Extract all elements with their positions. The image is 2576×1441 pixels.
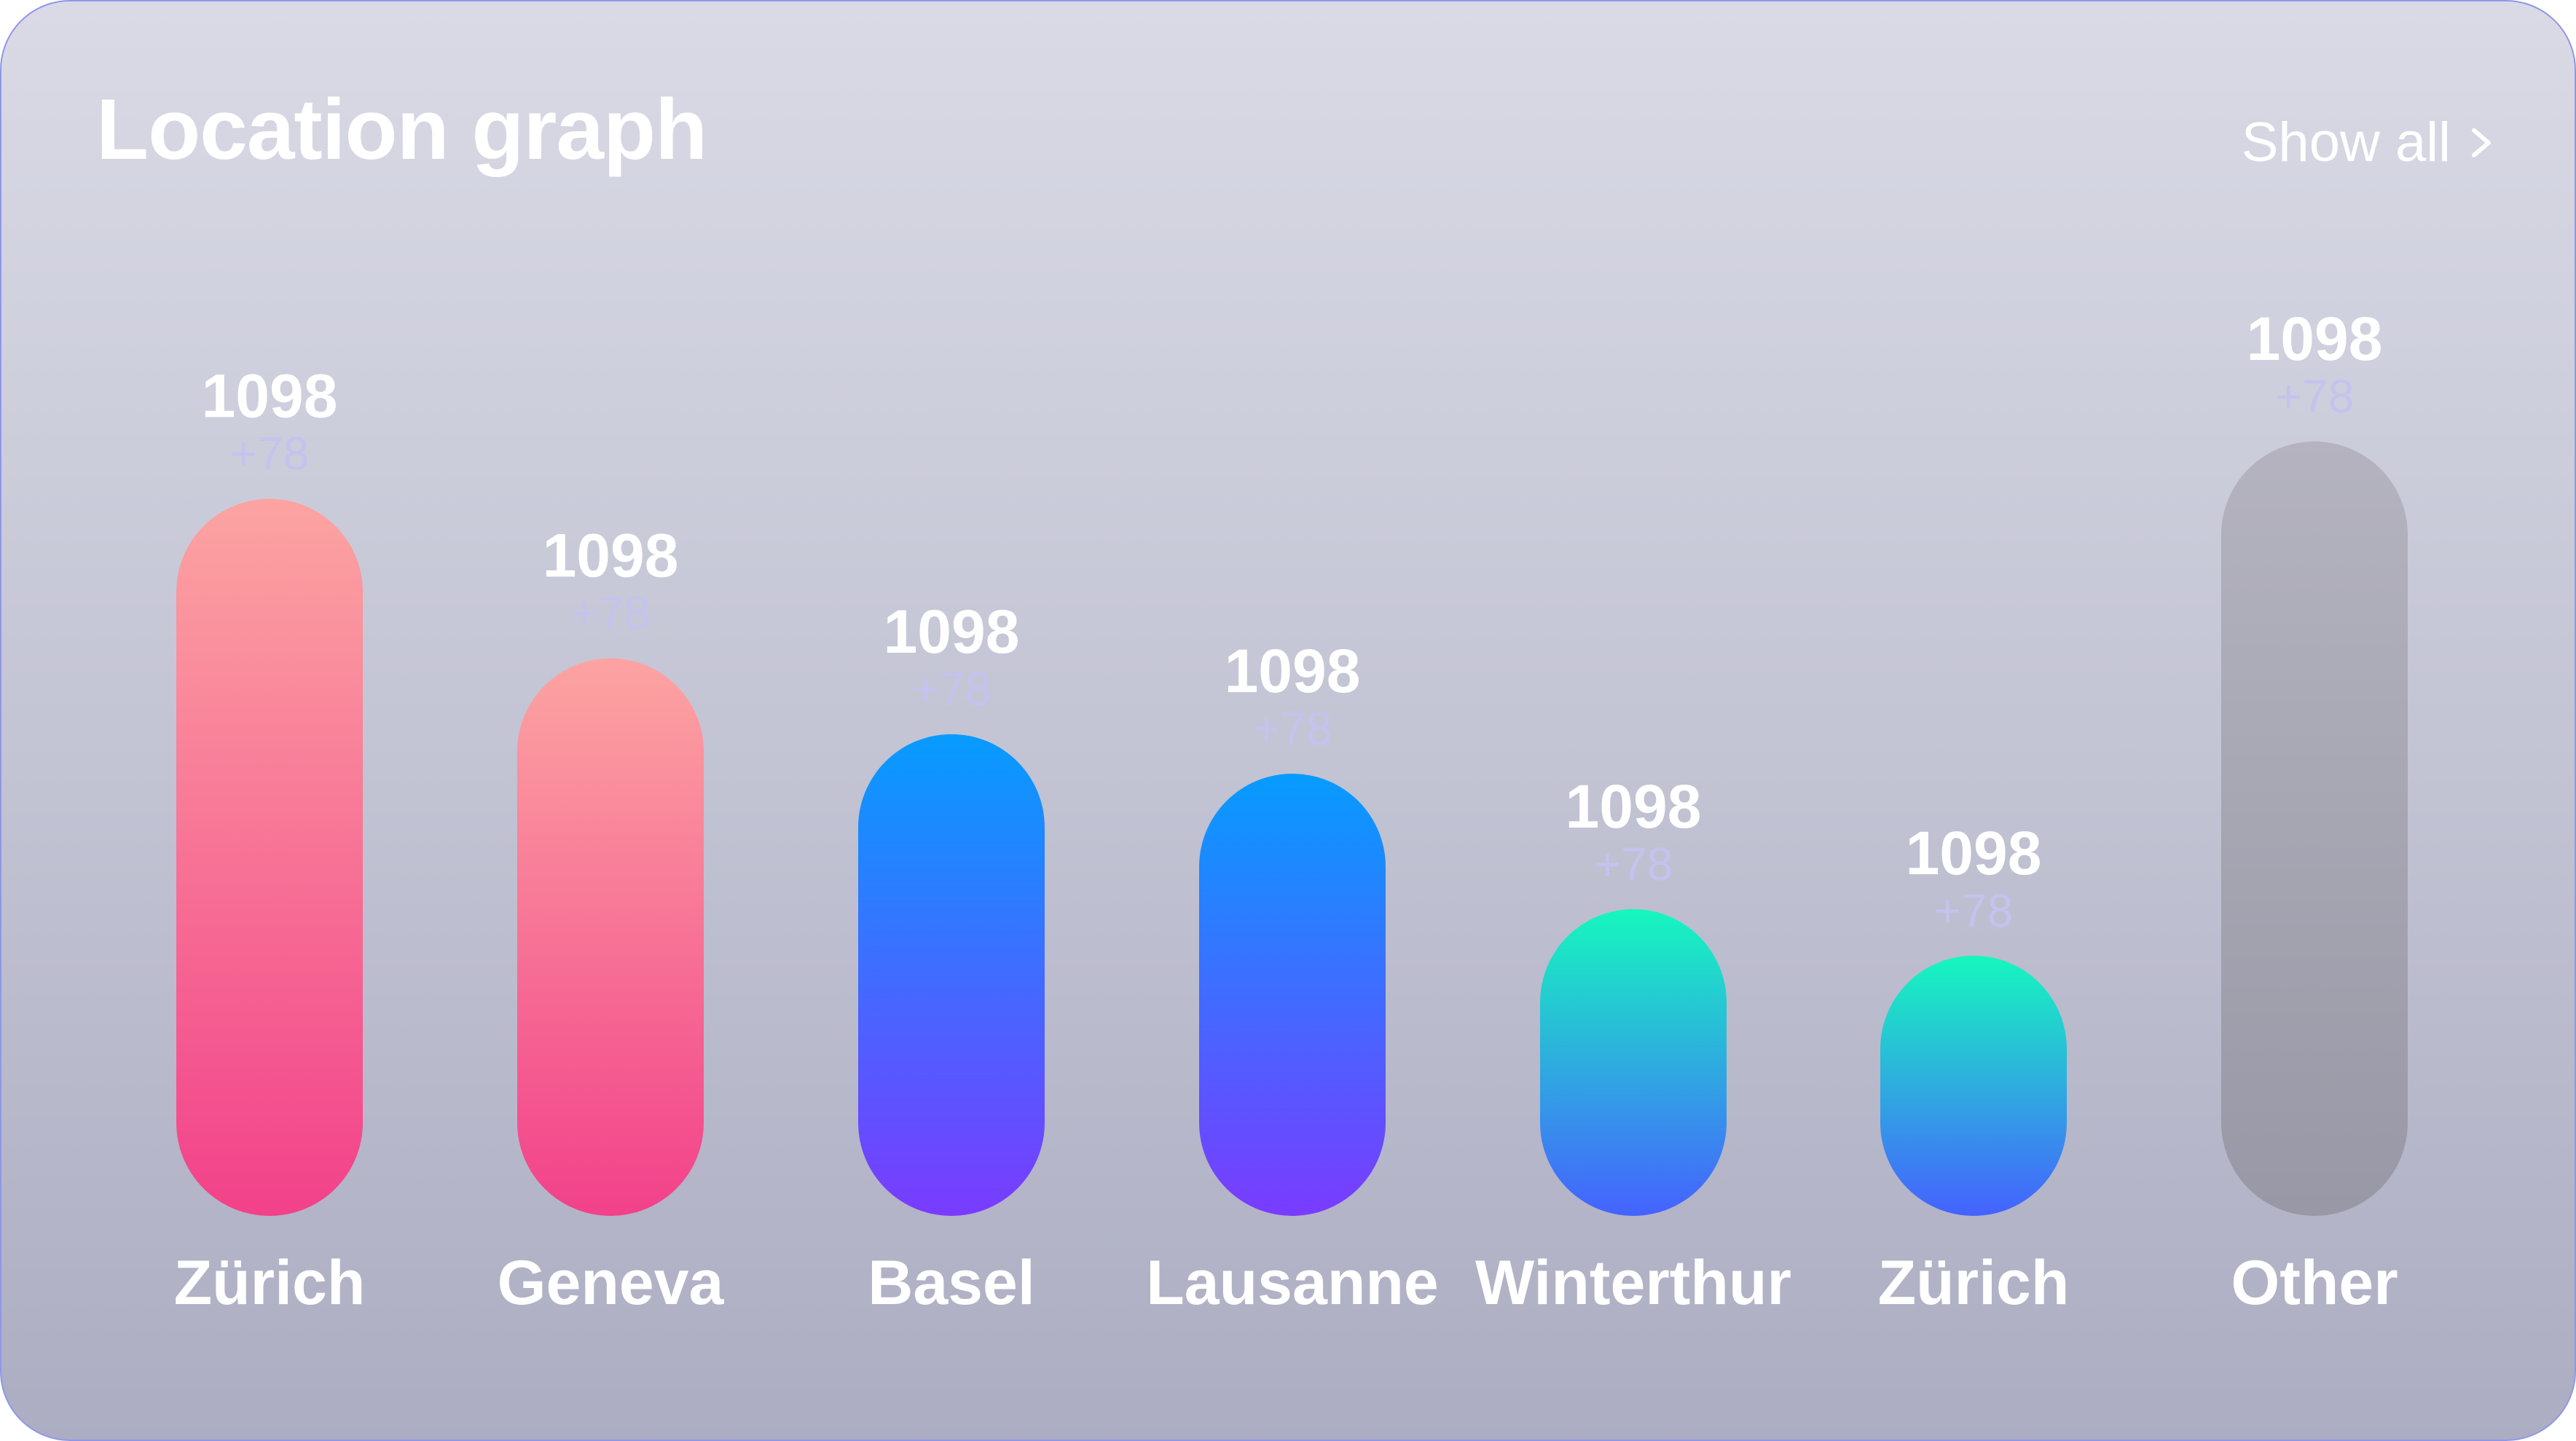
bar-7[interactable]	[2221, 441, 2408, 1216]
bar-group: 1098+78 Basel	[858, 597, 1045, 1318]
show-all-link[interactable]: Show all	[2242, 111, 2494, 174]
bar-delta-label: +78	[230, 428, 310, 480]
bar-delta-label: +78	[1934, 884, 2014, 937]
category-label: Zürich	[174, 1248, 366, 1318]
bar-2[interactable]	[517, 658, 704, 1216]
bar-value-label: 1098	[202, 362, 338, 431]
bar-value-label: 1098	[1906, 819, 2042, 887]
card-title: Location graph	[96, 82, 707, 178]
chevron-right-icon	[2470, 126, 2494, 160]
category-label: Lausanne	[1146, 1248, 1438, 1318]
bar-delta-label: +78	[571, 587, 651, 640]
bar-group: 1098+78 Zürich	[1878, 819, 2070, 1318]
bar-delta-label: +78	[912, 663, 991, 715]
category-label: Basel	[868, 1248, 1035, 1318]
category-label: Geneva	[498, 1248, 725, 1318]
bar-group: 1098+78 Zürich	[174, 362, 366, 1318]
bar-4[interactable]	[1199, 774, 1386, 1216]
bar-value-label: 1098	[884, 597, 1020, 666]
bar-3[interactable]	[858, 734, 1045, 1216]
bar-value-label: 1098	[1225, 637, 1361, 705]
bar-group: 1098+78 Lausanne	[1146, 637, 1438, 1318]
category-label: Winterthur	[1475, 1248, 1791, 1318]
bar-5[interactable]	[1540, 909, 1727, 1216]
bar-value-label: 1098	[2247, 305, 2383, 373]
category-label: Zürich	[1878, 1248, 2070, 1318]
bar-delta-label: +78	[1594, 838, 1673, 890]
bar-value-label: 1098	[1566, 772, 1702, 841]
bar-group: 1098+78 Winterthur	[1475, 772, 1791, 1318]
bar-1[interactable]	[176, 498, 363, 1216]
bar-value-label: 1098	[543, 522, 679, 590]
bar-delta-label: +78	[2275, 370, 2355, 423]
category-label: Other	[2231, 1248, 2398, 1318]
bar-6[interactable]	[1880, 955, 2067, 1216]
bar-delta-label: +78	[1253, 702, 1332, 755]
bar-group: 1098+78 Other	[2221, 305, 2408, 1318]
show-all-label: Show all	[2241, 111, 2451, 173]
bar-group: 1098+78 Geneva	[498, 522, 725, 1318]
